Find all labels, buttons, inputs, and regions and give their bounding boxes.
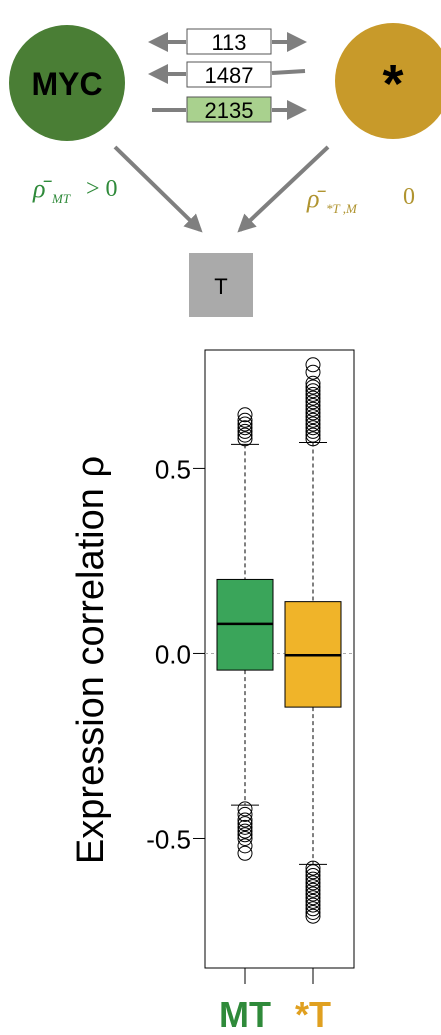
x-category-label: *T: [295, 994, 331, 1035]
count-row-1: 113: [148, 28, 307, 55]
outlier-point: [305, 908, 321, 924]
outlier-point: [305, 901, 321, 917]
count-value: 1487: [205, 63, 254, 88]
outlier-point: [305, 420, 321, 436]
node-t: T: [189, 253, 253, 317]
outlier-point: [305, 405, 321, 421]
outlier-point: [305, 431, 321, 447]
y-tick-label: 0.0: [155, 639, 191, 669]
outlier-point: [237, 806, 253, 822]
outlier-point: [305, 860, 321, 876]
outlier-point: [305, 879, 321, 895]
outlier-point: [237, 838, 253, 854]
outlier-point: [237, 420, 253, 436]
node-star: *: [335, 23, 441, 139]
formula-right-subscript: *T ,M: [326, 201, 358, 216]
outlier-point: [237, 816, 253, 832]
myc-circle: [9, 25, 125, 141]
star-label: *: [382, 54, 403, 114]
outlier-point: [305, 357, 321, 373]
outlier-point: [237, 812, 253, 828]
outlier-point: [237, 819, 253, 835]
x-category-label: MT: [219, 994, 271, 1035]
box-starT: [284, 357, 342, 984]
myc-label: MYC: [31, 66, 102, 102]
outlier-point: [305, 890, 321, 906]
count-row-2: 1487: [148, 61, 306, 88]
node-myc: MYC: [9, 25, 125, 141]
formula-left: ρ̄ MT > 0: [32, 174, 118, 206]
outlier-point: [305, 893, 321, 909]
t-box: [189, 253, 253, 317]
outlier-point: [305, 375, 321, 391]
formula-left-relation: > 0: [86, 176, 118, 202]
outlier-point: [305, 871, 321, 887]
outlier-point: [305, 427, 321, 443]
outlier-point: [305, 897, 321, 913]
x-axis-labels: MT *T: [219, 994, 331, 1035]
outlier-point: [237, 407, 253, 423]
outlier-point: [305, 394, 321, 410]
formula-right: ρ̄ *T ,M 0: [306, 184, 415, 216]
count-row-3: 2135: [152, 96, 307, 123]
outlier-point: [305, 875, 321, 891]
outlier-point: [237, 827, 253, 843]
outlier-point: [305, 379, 321, 395]
outlier-point: [305, 423, 321, 439]
boxplot-chart: Expression correlation ρ 0.5 0.0 -0.5 MT *T: [70, 349, 355, 1035]
y-axis: 0.5 0.0 -0.5: [146, 454, 206, 854]
count-box-highlighted: [186, 96, 272, 123]
formula-right-relation: 0: [403, 184, 415, 210]
formula-left-subscript: MT: [51, 191, 71, 206]
arrow-tail: [271, 69, 306, 75]
formula-right-symbol: ρ̄: [306, 184, 326, 213]
outlier-point: [237, 416, 253, 432]
arrow-star-to-t: [237, 145, 330, 233]
star-circle: [335, 23, 441, 139]
outlier-point: [237, 830, 253, 846]
t-label: T: [214, 274, 227, 299]
boxes: [205, 357, 354, 984]
outlier-point: [305, 867, 321, 883]
outlier-point: [237, 412, 253, 428]
y-tick-label: -0.5: [146, 824, 191, 854]
outlier-point: [305, 386, 321, 402]
outlier-point: [305, 416, 321, 432]
y-axis-label: Expression correlation ρ: [70, 456, 112, 864]
outlier-point: [305, 364, 321, 380]
outlier-point: [305, 398, 321, 414]
outlier-point: [305, 882, 321, 898]
outlier-point: [237, 423, 253, 439]
outlier-point: [237, 823, 253, 839]
formula-left-symbol: ρ̄: [32, 174, 52, 203]
count-value: 113: [211, 30, 246, 55]
outlier-point: [305, 904, 321, 920]
outlier-point: [305, 886, 321, 902]
y-tick-label: 0.5: [155, 454, 191, 484]
arrow-myc-to-t: [113, 145, 203, 233]
outlier-point: [305, 383, 321, 399]
outlier-point: [237, 845, 253, 861]
outlier-point: [305, 409, 321, 425]
count-value: 2135: [205, 98, 254, 123]
box-MT: [216, 407, 274, 984]
outlier-point: [237, 431, 253, 447]
outlier-point: [305, 864, 321, 880]
outlier-point: [237, 801, 253, 817]
count-box: [186, 61, 272, 88]
outlier-point: [305, 390, 321, 406]
outlier-point: [305, 412, 321, 428]
outlier-point: [305, 401, 321, 417]
outlier-point: [237, 427, 253, 443]
count-box: [186, 28, 272, 55]
